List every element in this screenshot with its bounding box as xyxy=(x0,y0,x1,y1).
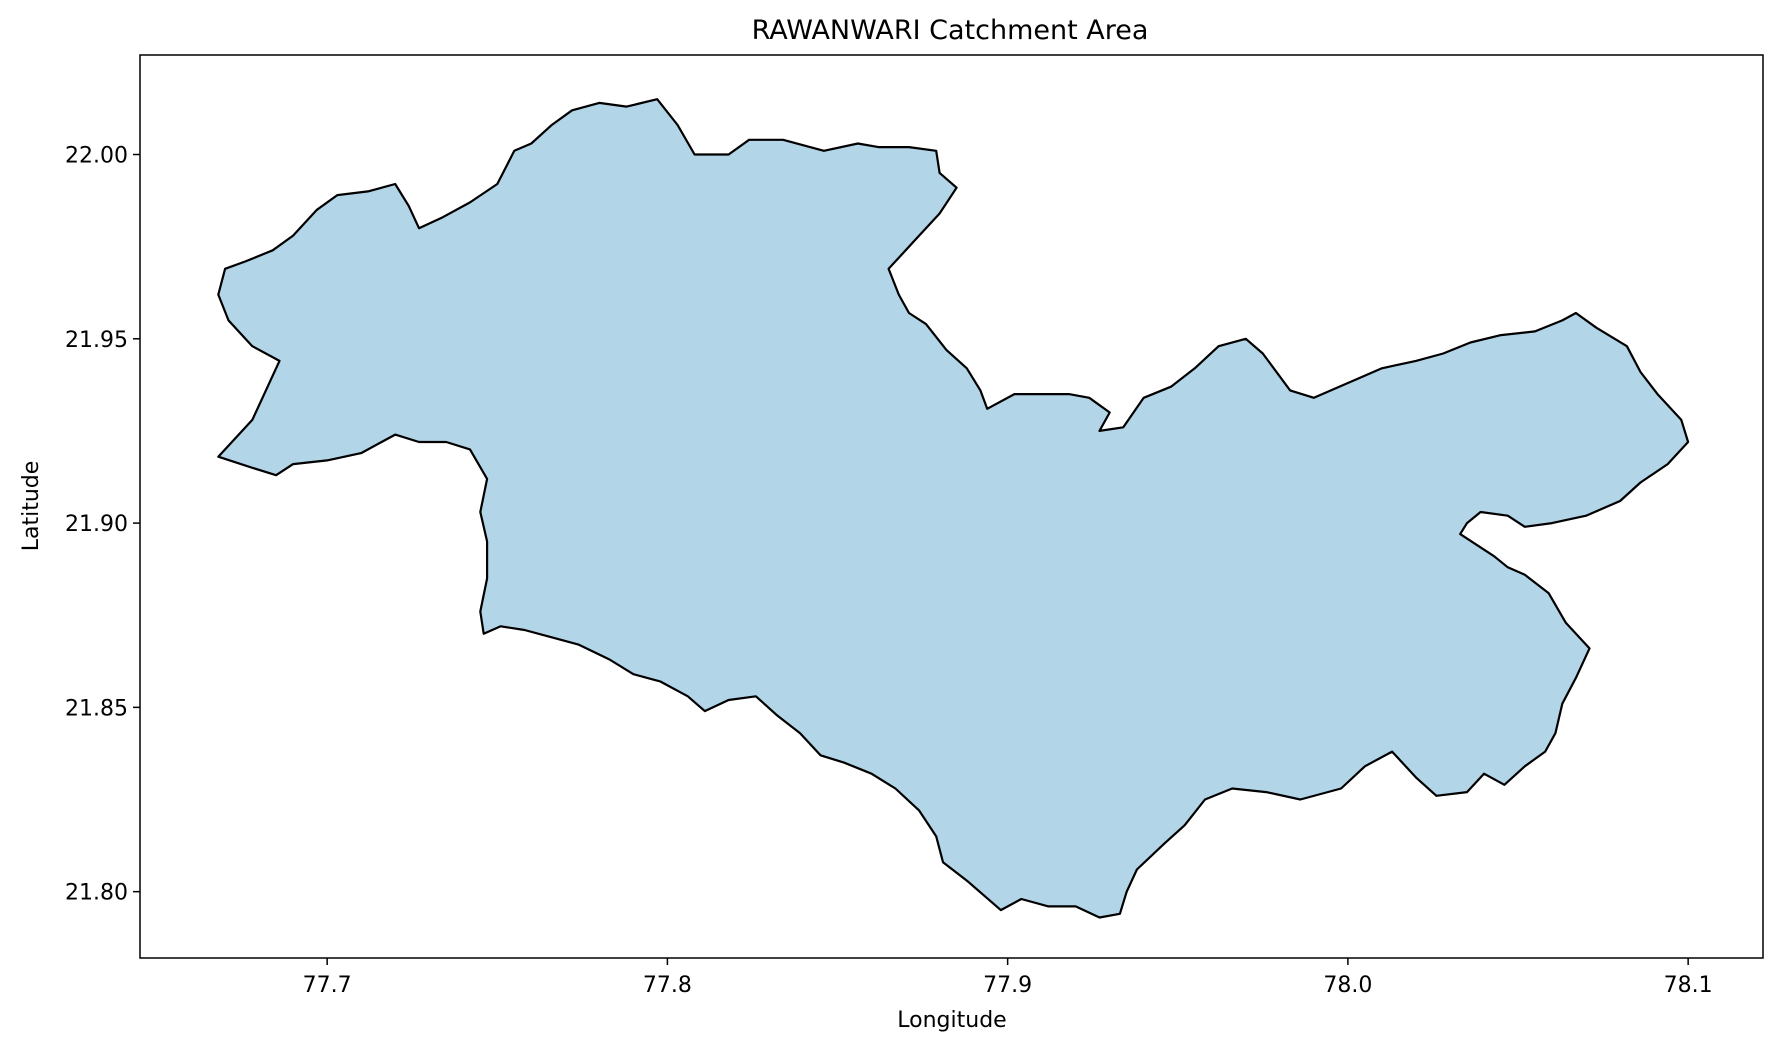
x-tick-label: 78.1 xyxy=(1664,973,1713,998)
x-tick-label: 77.9 xyxy=(983,973,1032,998)
x-axis-label: Longitude xyxy=(897,1008,1006,1033)
chart-title: RAWANWARI Catchment Area xyxy=(752,15,1149,46)
y-axis-label: Latitude xyxy=(19,461,44,552)
y-tick-label: 21.85 xyxy=(65,696,128,721)
x-tick-label: 78.0 xyxy=(1323,973,1372,998)
y-axis-ticks: 21.80 21.85 21.90 21.95 22.00 xyxy=(65,144,140,906)
y-tick-label: 21.95 xyxy=(65,328,128,353)
catchment-polygon xyxy=(217,98,1690,919)
y-tick-label: 21.80 xyxy=(65,881,128,906)
plot-area: 77.7 77.8 77.9 78.0 78.1 21.80 21.85 21.90 21.9… xyxy=(65,54,1764,998)
x-tick-label: 77.7 xyxy=(303,973,352,998)
y-tick-label: 22.00 xyxy=(65,144,128,169)
x-tick-label: 77.8 xyxy=(643,973,692,998)
x-axis-ticks: 77.7 77.8 77.9 78.0 78.1 xyxy=(303,958,1713,998)
y-tick-label: 21.90 xyxy=(65,512,128,537)
